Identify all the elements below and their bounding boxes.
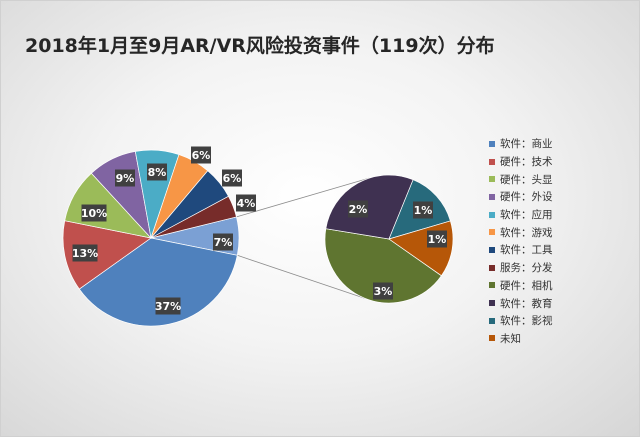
legend-swatch (489, 193, 495, 200)
legend-swatch (489, 300, 495, 307)
legend-item: 软件：影视 (489, 312, 553, 330)
data-label-main-6-box (222, 169, 242, 187)
data-label-main-5-box (191, 146, 211, 164)
legend-item: 软件：游戏 (489, 223, 553, 241)
data-label-main-7-box (236, 194, 256, 212)
legend-label: 软件：工具 (500, 244, 553, 257)
legend-item: 未知 (489, 330, 553, 348)
pie-slice-secondary-1 (325, 174, 414, 240)
data-label-main-3-box (115, 169, 135, 187)
data-label-main-1-box (72, 244, 98, 262)
data-label-main-4-box (147, 163, 167, 181)
legend-label: 软件：应用 (500, 209, 553, 222)
legend-label: 硬件：相机 (500, 279, 553, 292)
legend-item: 软件：教育 (489, 294, 553, 312)
legend-swatch (489, 282, 495, 289)
legend-label: 软件：影视 (500, 315, 553, 328)
data-label-secondary-3-box (427, 230, 447, 248)
legend-label: 硬件：外设 (500, 191, 553, 204)
data-label-main-7: 4% (237, 197, 256, 210)
chart-legend: 软件：商业硬件：技术硬件：头显硬件：外设软件：应用软件：游戏软件：工具服务：分发… (489, 135, 553, 347)
legend-label: 硬件：头显 (500, 173, 553, 186)
legend-label: 未知 (500, 332, 521, 345)
data-label-main-0-box (155, 297, 181, 315)
data-label-secondary-1: 2% (349, 203, 368, 216)
connector-line-top (236, 177, 370, 218)
legend-label: 软件：游戏 (500, 226, 553, 239)
legend-swatch (489, 335, 495, 342)
legend-item: 软件：应用 (489, 206, 553, 224)
legend-swatch (489, 176, 495, 183)
legend-item: 硬件：头显 (489, 170, 553, 188)
data-label-other-box (213, 233, 233, 251)
legend-swatch (489, 246, 495, 253)
data-label-secondary-0-box (373, 282, 393, 300)
data-label-main-1: 13% (72, 247, 98, 260)
pie-slice-secondary-0 (324, 228, 442, 304)
legend-item: 软件：商业 (489, 135, 553, 153)
data-label-secondary-2-box (413, 201, 433, 219)
data-label-main-2: 10% (81, 207, 107, 220)
connector-line-bottom (237, 254, 366, 299)
chart-title: 2018年1月至9月AR/VR风险投资事件（119次）分布 (25, 35, 495, 57)
legend-item: 软件：工具 (489, 241, 553, 259)
data-label-main-3: 9% (116, 172, 135, 185)
legend-swatch (489, 229, 495, 236)
data-label-secondary-1-box (348, 200, 368, 218)
data-label-main-0: 37% (155, 300, 181, 313)
legend-label: 软件：商业 (500, 138, 553, 151)
data-label-secondary-0: 3% (374, 285, 393, 298)
legend-item: 硬件：技术 (489, 153, 553, 171)
data-label-main-6: 6% (223, 172, 242, 185)
pie-slice-main-0 (78, 237, 238, 327)
data-label-main-4: 8% (148, 166, 167, 179)
data-label-secondary-2: 1% (414, 204, 433, 217)
legend-item: 硬件：外设 (489, 188, 553, 206)
legend-swatch (489, 158, 495, 165)
legend-label: 软件：教育 (500, 297, 553, 310)
data-label-secondary-3: 1% (428, 233, 447, 246)
legend-swatch (489, 264, 495, 271)
legend-item: 服务：分发 (489, 259, 553, 277)
legend-label: 硬件：技术 (500, 156, 553, 169)
pie-slice-main-1 (62, 220, 152, 290)
legend-swatch (489, 317, 495, 324)
data-label-main-2-box (81, 204, 107, 222)
legend-swatch (489, 211, 495, 218)
legend-swatch (489, 140, 495, 147)
data-label-main-5: 6% (192, 149, 211, 162)
data-label-other: 7% (214, 236, 233, 249)
legend-item: 硬件：相机 (489, 277, 553, 295)
pie-slice-main-7 (150, 195, 237, 239)
legend-label: 服务：分发 (500, 262, 553, 275)
